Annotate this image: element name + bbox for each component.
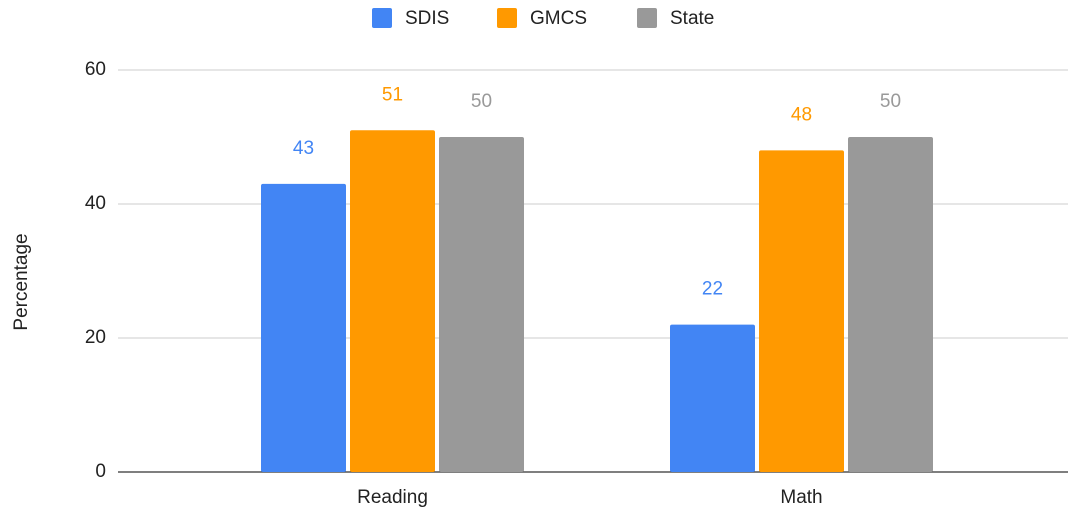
y-tick-label: 60 (85, 59, 106, 80)
bar (759, 150, 844, 472)
bar (848, 137, 933, 472)
legend-label: SDIS (405, 8, 449, 29)
y-tick-label: 20 (85, 327, 106, 348)
data-label: 50 (880, 91, 901, 112)
y-tick-label: 0 (95, 461, 106, 482)
bar (670, 324, 755, 472)
bar (261, 183, 346, 472)
data-label: 51 (382, 84, 403, 105)
data-label: 43 (293, 138, 314, 159)
bar (439, 137, 524, 472)
legend-label: GMCS (530, 8, 587, 29)
y-tick-label: 40 (85, 193, 106, 214)
x-tick-label: Reading (357, 487, 428, 508)
x-tick-label: Math (780, 487, 822, 508)
data-label: 22 (702, 279, 723, 300)
data-label: 48 (791, 104, 812, 125)
legend-swatch (497, 8, 517, 28)
legend-swatch (637, 8, 657, 28)
legend-swatch (372, 8, 392, 28)
y-axis-label: Percentage (11, 233, 32, 330)
data-label: 50 (471, 91, 492, 112)
bar (350, 130, 435, 473)
legend-label: State (670, 8, 714, 29)
